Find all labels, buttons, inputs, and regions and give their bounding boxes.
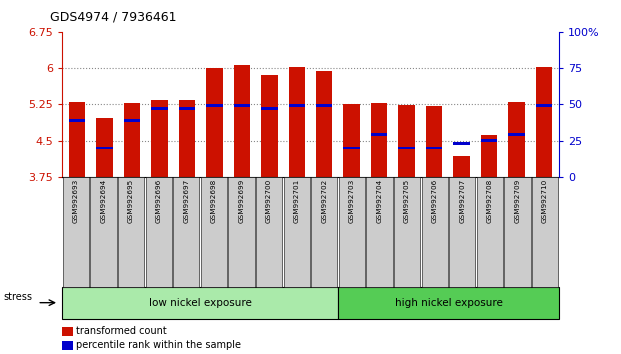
Bar [96, 147, 113, 149]
Text: GSM992709: GSM992709 [515, 179, 520, 223]
Bar [261, 75, 278, 177]
Bar [481, 139, 497, 142]
Text: percentile rank within the sample: percentile rank within the sample [76, 340, 241, 350]
Bar [206, 68, 223, 177]
Text: GSM992696: GSM992696 [156, 179, 161, 223]
Bar [371, 103, 388, 177]
Bar [453, 156, 469, 177]
Bar [316, 104, 332, 107]
Text: GSM992694: GSM992694 [101, 179, 106, 223]
Text: transformed count: transformed count [76, 326, 166, 336]
Bar [261, 107, 278, 110]
Text: GSM992705: GSM992705 [404, 179, 410, 223]
Bar [535, 67, 552, 177]
Bar [179, 99, 195, 177]
Bar [206, 104, 223, 107]
Bar [453, 142, 469, 144]
Bar [96, 118, 113, 177]
Bar [426, 147, 442, 149]
Text: GSM992693: GSM992693 [73, 179, 79, 223]
Text: GSM992701: GSM992701 [294, 179, 300, 223]
Text: low nickel exposure: low nickel exposure [148, 298, 252, 308]
Bar [289, 67, 305, 177]
Text: GSM992698: GSM992698 [211, 179, 217, 223]
Bar [152, 107, 168, 110]
Text: high nickel exposure: high nickel exposure [394, 298, 502, 308]
Bar [289, 104, 305, 107]
Text: GSM992707: GSM992707 [460, 179, 465, 223]
Bar [535, 104, 552, 107]
Bar [69, 119, 86, 122]
Bar [152, 99, 168, 177]
Text: GDS4974 / 7936461: GDS4974 / 7936461 [50, 11, 176, 24]
Text: GSM992706: GSM992706 [432, 179, 438, 223]
Bar [371, 133, 388, 136]
Bar [508, 102, 525, 177]
Bar [398, 147, 415, 149]
Bar [343, 147, 360, 149]
Bar [233, 104, 250, 107]
Bar [343, 104, 360, 177]
Bar [398, 105, 415, 177]
Bar [69, 102, 86, 177]
Text: GSM992704: GSM992704 [376, 179, 383, 223]
Text: GSM992700: GSM992700 [266, 179, 272, 223]
Text: GSM992695: GSM992695 [128, 179, 134, 223]
Text: stress: stress [3, 292, 32, 302]
Bar [233, 65, 250, 177]
Text: GSM992708: GSM992708 [487, 179, 493, 223]
Text: GSM992703: GSM992703 [349, 179, 355, 223]
Bar [179, 107, 195, 110]
Bar [508, 133, 525, 136]
Text: GSM992710: GSM992710 [542, 179, 548, 223]
Bar [316, 70, 332, 177]
Bar [124, 119, 140, 122]
Text: GSM992697: GSM992697 [183, 179, 189, 223]
Bar [124, 103, 140, 177]
Bar [481, 135, 497, 177]
Text: GSM992702: GSM992702 [321, 179, 327, 223]
Bar [426, 106, 442, 177]
Text: GSM992699: GSM992699 [238, 179, 245, 223]
